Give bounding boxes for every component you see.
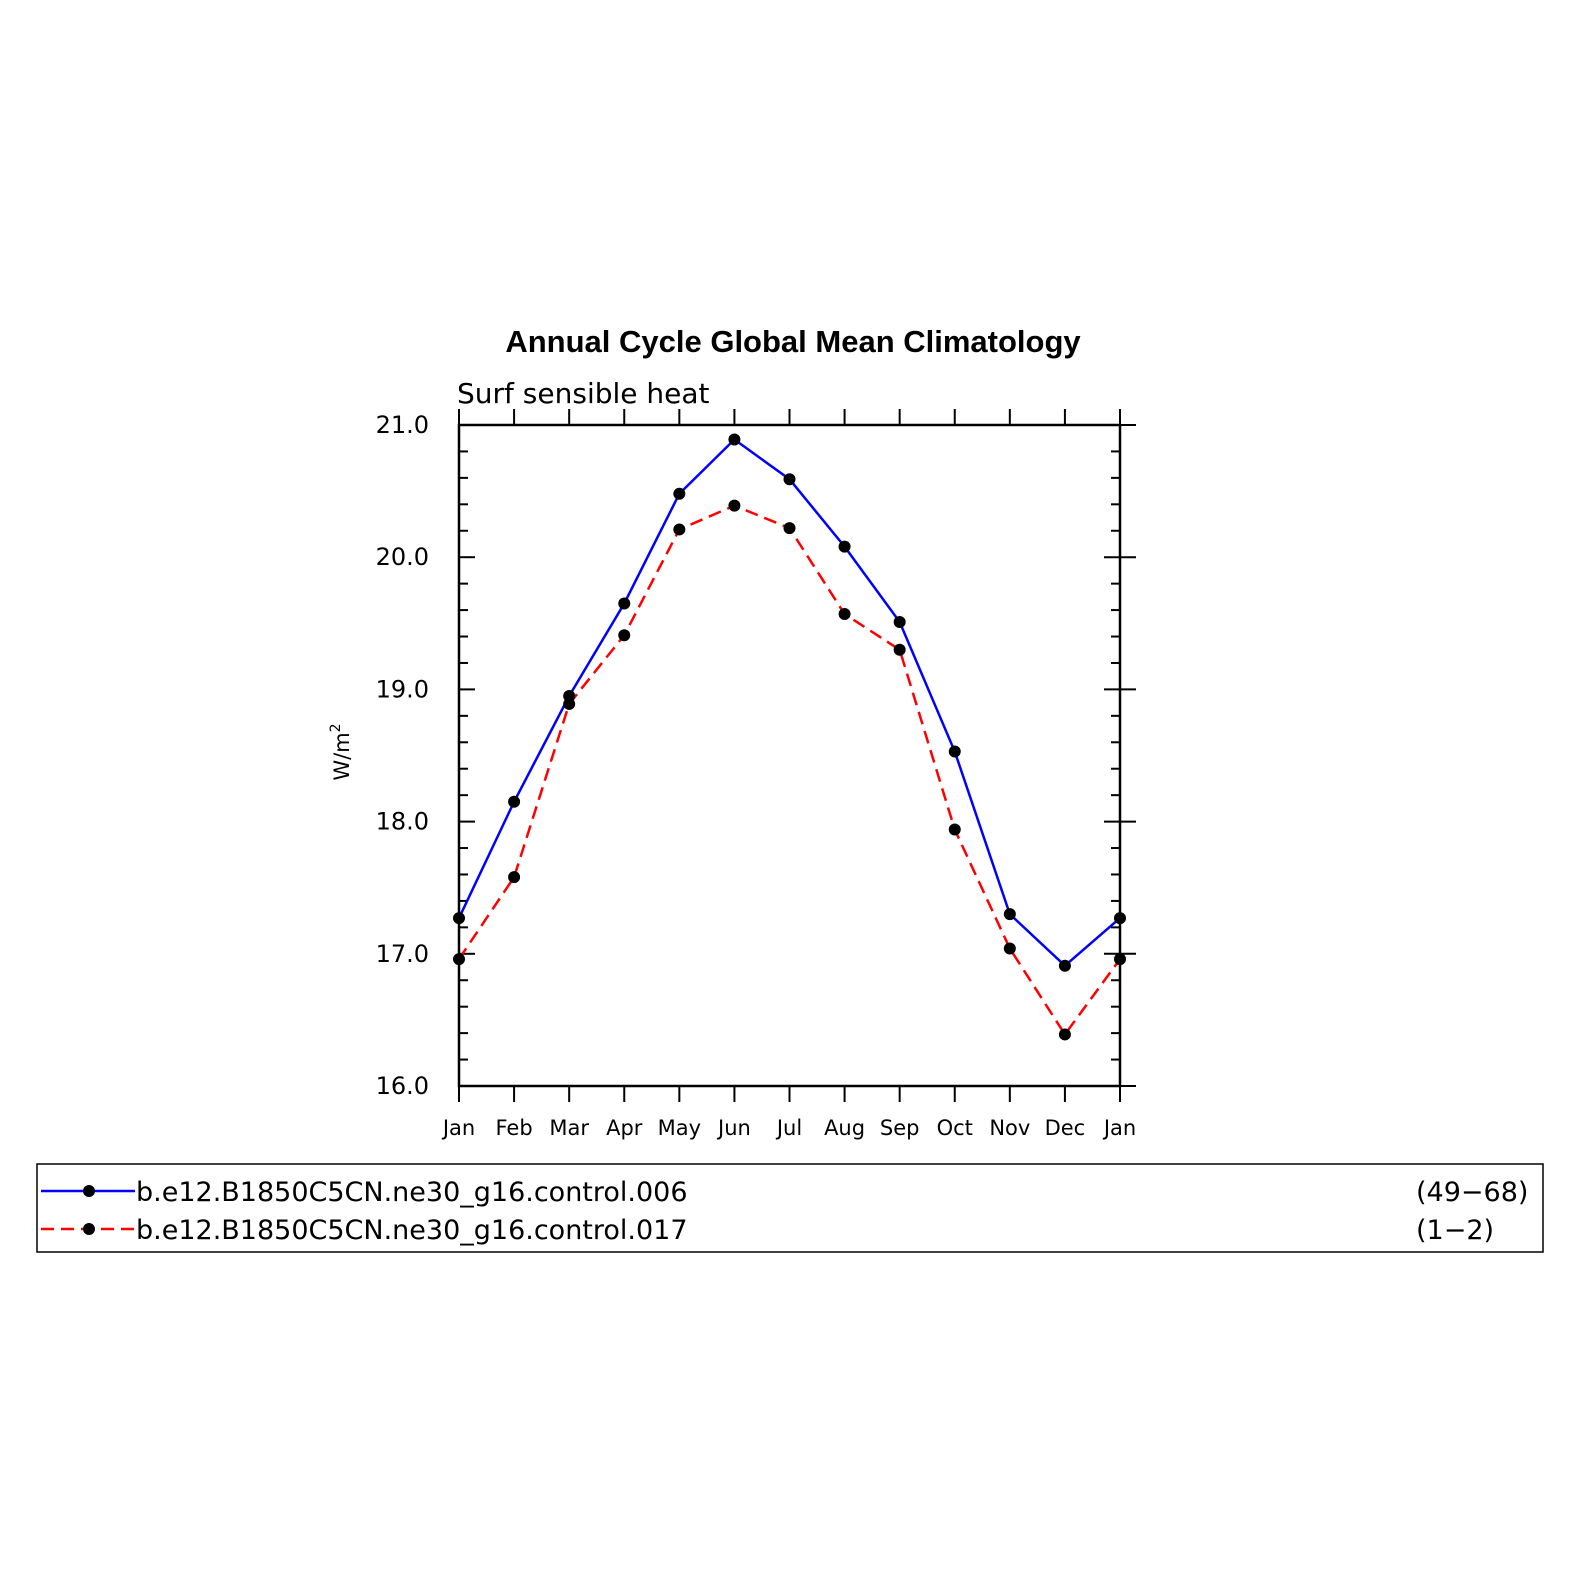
series-2-point — [453, 953, 465, 966]
x-tick-label: Apr — [606, 1116, 643, 1140]
x-tick-label: Aug — [824, 1116, 865, 1140]
x-tick-label: Jun — [716, 1116, 751, 1140]
series-layer — [453, 433, 1126, 1041]
x-tick-label: Nov — [989, 1116, 1030, 1140]
x-tick-label: Jan — [1102, 1116, 1136, 1140]
series-1-point — [508, 795, 521, 808]
series-1-point — [783, 473, 796, 486]
series-line-2 — [457, 504, 1122, 1037]
x-tick-label: Sep — [880, 1116, 920, 1140]
x-tick-label: Oct — [937, 1116, 973, 1140]
legend-years-2: (1−2) — [1416, 1215, 1494, 1246]
y-axis-label-superscript: 2 — [328, 723, 344, 732]
legend-label-1: b.e12.B1850C5CN.ne30_g16.control.006 — [136, 1177, 688, 1208]
series-1-point — [893, 615, 906, 628]
series-1-point — [1003, 908, 1016, 921]
x-tick-label: Jan — [441, 1116, 475, 1140]
series-1-point — [618, 597, 631, 610]
chart-subtitle: Surf sensible heat — [457, 377, 710, 410]
series-2-point — [783, 522, 796, 535]
series-1-point — [728, 433, 741, 446]
series-2-point — [893, 643, 906, 656]
series-2-point — [673, 523, 686, 536]
legend: b.e12.B1850C5CN.ne30_g16.control.006 (49−… — [36, 1163, 1544, 1253]
y-axis-label: W/m2 — [328, 723, 354, 780]
series-1-point — [673, 487, 686, 500]
y-axis-label-text: W/m — [330, 732, 354, 780]
legend-box — [36, 1163, 1544, 1253]
series-2-point — [1114, 953, 1126, 966]
x-tick-label: Jul — [775, 1116, 802, 1140]
series-1-point — [453, 912, 465, 925]
y-tick-label: 19.0 — [376, 675, 429, 703]
series-2-point — [563, 697, 576, 710]
x-tick-label: May — [658, 1116, 701, 1140]
x-tick-label: Mar — [549, 1116, 589, 1140]
series-2-point — [1003, 942, 1016, 955]
series-2-point — [948, 823, 961, 836]
y-tick-label: 16.0 — [376, 1072, 429, 1100]
y-tick-label: 20.0 — [376, 543, 429, 571]
x-tick-label: Feb — [495, 1116, 532, 1140]
series-2-point — [508, 871, 521, 884]
series-1-point — [948, 745, 961, 758]
legend-label-2: b.e12.B1850C5CN.ne30_g16.control.017 — [136, 1215, 688, 1246]
series-1-point — [1058, 959, 1071, 972]
legend-entries: b.e12.B1850C5CN.ne30_g16.control.006 (49−… — [41, 1177, 1528, 1246]
y-tick-label: 21.0 — [376, 411, 429, 439]
series-2-point — [838, 608, 851, 621]
chart-title: Annual Cycle Global Mean Climatology — [505, 324, 1081, 359]
y-tick-label: 17.0 — [376, 940, 429, 968]
y-tick-label: 18.0 — [376, 808, 429, 836]
legend-marker-2 — [83, 1223, 95, 1235]
series-2-point — [1058, 1028, 1071, 1041]
x-tick-label: Dec — [1045, 1116, 1086, 1140]
legend-marker-1 — [83, 1185, 95, 1197]
tick-labels: 16.0 17.0 18.0 19.0 20.0 21.0 Jan Feb Mar Apr May J… — [376, 411, 1137, 1140]
series-line-1 — [457, 437, 1121, 968]
series-2-point — [618, 629, 631, 642]
series-2-point — [728, 499, 741, 512]
legend-years-1: (49−68) — [1416, 1177, 1528, 1208]
series-1-point — [838, 540, 851, 553]
plot-axes — [457, 409, 1136, 1102]
series-1-point — [1114, 912, 1126, 925]
